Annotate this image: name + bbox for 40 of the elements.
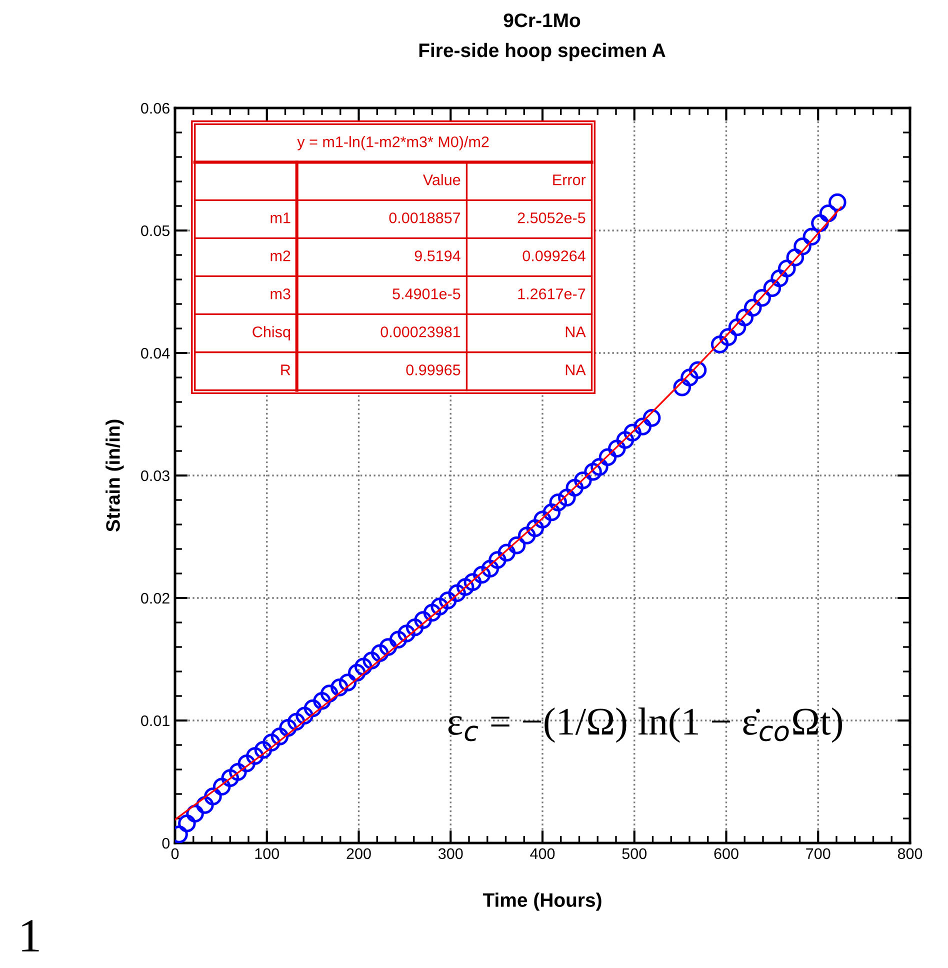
annotation: ε$_{c}$ = −(1/Ω) ln(1 − ε̇$_{co}$Ωt) xyxy=(448,708,842,743)
x-tick-label: 500 xyxy=(622,848,647,860)
x-tick-label: 0 xyxy=(171,848,179,860)
y-tick-label: 0.05 xyxy=(141,225,170,236)
x-tick-label: 700 xyxy=(806,848,830,860)
x-tick-label: 100 xyxy=(255,848,280,860)
x-tick-label: 400 xyxy=(530,848,555,860)
y-axis-title: Strain (in/in) xyxy=(106,420,124,532)
annotation: Value xyxy=(422,174,460,186)
chart-title: 9Cr-1Mo xyxy=(504,13,580,28)
annotation: 0.0018857 xyxy=(389,212,460,224)
annotation: Error xyxy=(553,174,586,186)
chart-subtitle: Fire-side hoop specimen A xyxy=(419,42,666,62)
y-tick-label: 0.01 xyxy=(141,715,170,726)
annotation: m1 xyxy=(270,212,290,224)
annotation: 1.2617e-7 xyxy=(518,288,586,300)
annotation: y = m1-ln(1-m2*m3* M0)/m2 xyxy=(297,136,489,150)
annotation: Chisq xyxy=(252,326,290,340)
annotation: R xyxy=(281,364,290,376)
annotation: NA xyxy=(566,326,586,338)
y-tick-label: 0.06 xyxy=(141,102,170,114)
x-tick-label: 800 xyxy=(898,848,922,860)
x-tick-label: 200 xyxy=(346,848,371,860)
annotation: 9.5194 xyxy=(414,250,460,262)
annotation: NA xyxy=(566,364,586,376)
annotation: 5.4901e-5 xyxy=(392,288,460,300)
x-tick-label: 300 xyxy=(438,848,463,860)
text: 1 xyxy=(22,920,39,952)
annotation: 0.099264 xyxy=(522,250,586,262)
x-axis-title: Time (Hours) xyxy=(482,892,602,911)
annotation: 0.99965 xyxy=(406,364,460,376)
y-tick-label: 0.03 xyxy=(141,470,170,482)
x-tick-label: 600 xyxy=(714,848,738,860)
annotation: m3 xyxy=(270,288,290,300)
y-tick-label: 0 xyxy=(162,838,170,849)
annotation: m2 xyxy=(270,250,290,262)
y-tick-label: 0.02 xyxy=(141,592,170,604)
annotation: 0.00023981 xyxy=(380,326,460,338)
y-tick-label: 0.04 xyxy=(141,348,170,359)
annotation: 2.5052e-5 xyxy=(518,212,586,224)
